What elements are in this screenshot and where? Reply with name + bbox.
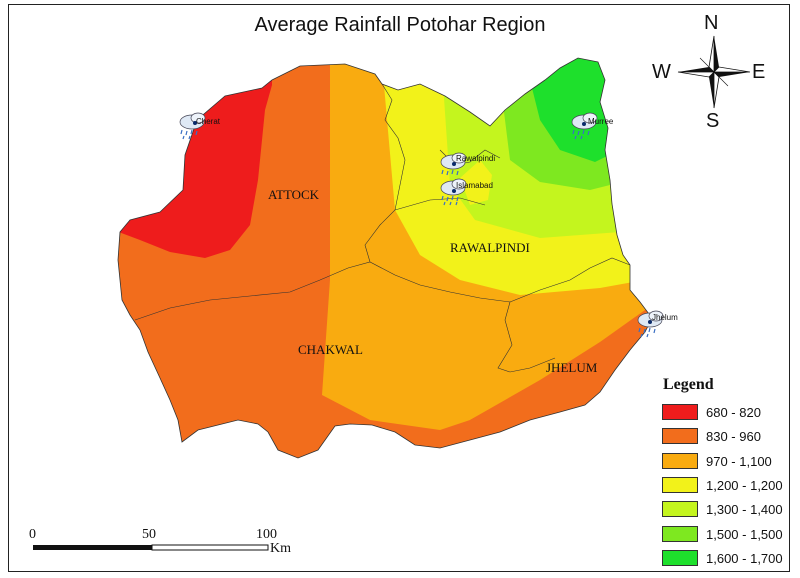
legend-label: 1,500 - 1,500: [706, 526, 783, 542]
station-label-cherat: Cherat: [196, 117, 221, 126]
scale-tick-50: 50: [142, 527, 156, 542]
region-outline: [117, 57, 653, 459]
station-murree: Murree: [571, 112, 614, 140]
station-islamabad: Islamabad: [440, 178, 493, 206]
legend-item: 1,600 - 1,700: [662, 549, 792, 569]
station-rawalpindi: Rawalpindi: [440, 152, 495, 176]
scale-tick-0: 0: [29, 527, 36, 542]
district-label-attock: ATTOCK: [268, 187, 320, 202]
rain-cloud-icon: [637, 310, 664, 338]
legend-item: 970 - 1,100: [662, 452, 792, 472]
compass-s: S: [706, 110, 720, 132]
station-label-islamabad: Islamabad: [456, 181, 493, 190]
legend-label: 1,200 - 1,200: [706, 477, 783, 493]
boundary-islamabad: [394, 197, 486, 211]
rainfall-zones: [118, 58, 652, 458]
scale-tick-100: 100: [256, 527, 277, 542]
district-label-jhelum: JHELUM: [546, 360, 598, 375]
district-label-rawalpindi: RAWALPINDI: [450, 240, 530, 255]
map-frame: [8, 4, 790, 572]
rain-cloud-icon: [440, 152, 467, 176]
legend-label: 830 - 960: [706, 429, 761, 445]
legend-swatch: [662, 525, 698, 542]
legend-label: 1,300 - 1,400: [706, 502, 783, 518]
legend-item: 1,300 - 1,400: [662, 500, 792, 520]
zone-islamabad: [460, 160, 492, 205]
legend-label: 970 - 1,100: [706, 453, 772, 469]
boundary-rawalpindi-south: [509, 257, 631, 303]
legend-item: 1,500 - 1,500: [662, 525, 792, 545]
station-label-jhelum: Jhelum: [652, 313, 678, 322]
station-label-murree: Murree: [588, 117, 614, 126]
compass-e: E: [752, 61, 766, 83]
legend-swatch: [662, 452, 698, 469]
station-jhelum: Jhelum: [637, 310, 678, 338]
legend-item: 1,200 - 1,200: [662, 476, 792, 496]
scale-segment-light: [151, 544, 269, 551]
rain-cloud-icon: [440, 178, 467, 206]
legend-swatch: [662, 476, 698, 493]
legend-label: 680 - 820: [706, 405, 761, 420]
map-title: Average Rainfall Potohar Region: [254, 14, 546, 36]
legend-swatch: [662, 428, 698, 445]
scale-bar: 0 50 100 Km: [29, 527, 291, 556]
district-label-chakwal: CHAKWAL: [298, 342, 363, 357]
scale-unit: Km: [270, 541, 291, 556]
legend-swatch: [662, 549, 698, 566]
rain-cloud-icon: [571, 112, 598, 140]
legend-title: Legend: [663, 376, 714, 393]
legend-item: 680 - 820: [662, 403, 792, 423]
compass-n: N: [704, 12, 719, 34]
scale-segment-dark: [33, 545, 152, 550]
compass-w: W: [652, 61, 671, 83]
boundary-attock-rawalpindi: [364, 83, 406, 263]
legend-swatch: [662, 501, 698, 518]
compass-rose-icon: [677, 35, 751, 109]
legend-item: 830 - 960: [662, 427, 792, 447]
boundary-attock-chakwal: [134, 261, 511, 321]
station-cherat: Cherat: [179, 112, 221, 140]
legend-label: 1,600 - 1,700: [706, 550, 783, 566]
station-label-rawalpindi: Rawalpindi: [456, 154, 495, 163]
rain-cloud-icon: [179, 112, 206, 140]
boundary-chakwal-jhelum: [497, 301, 556, 373]
legend-swatch: [662, 404, 698, 420]
